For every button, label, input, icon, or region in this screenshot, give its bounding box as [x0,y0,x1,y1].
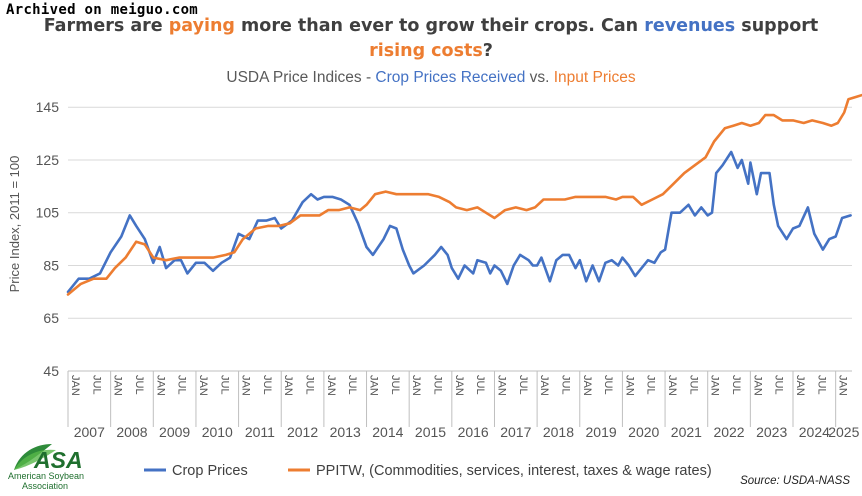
logo-text: ASA [33,447,83,473]
subtitle-part-1: Crop Prices Received [375,69,525,86]
x-month-label: JAN [453,375,465,396]
x-month-label: JAN [197,375,209,396]
x-month-label: JAN [709,375,721,396]
x-axis: JAN JUL 2007 JAN JUL 2008 JAN JUL 2009 JAN JUL 2010… [67,370,860,440]
chart-title-line-1: Farmers are paying more than ever to gro… [44,16,819,36]
x-month-label: JUL [517,375,529,395]
x-year-label-2010: 2010 [202,424,233,440]
x-month-label: JAN [154,375,166,396]
series-lines [66,93,862,296]
x-year-label-2015: 2015 [415,424,446,440]
x-month-label: JAN [112,375,124,396]
y-tick-label-145: 145 [36,99,60,115]
y-tick-label-65: 65 [43,310,59,326]
x-year-label-2014: 2014 [372,424,403,440]
x-month-label: JUL [176,375,188,395]
chart-subtitle: USDA Price Indices - Crop Prices Receive… [226,69,635,86]
x-month-label: JAN [538,375,550,396]
y-axis-ticks: 45 65 85 105 125 145 [36,99,60,379]
title-part-2: more than ever to grow their crops. Can [235,16,644,36]
x-year-label-2011: 2011 [245,424,275,440]
title-part-0: Farmers are [44,16,169,36]
x-month-label: JUL [815,375,827,395]
x-month-label: JUL [474,375,486,395]
x-month-label: JAN [282,375,294,396]
x-month-label: JUL [90,375,102,395]
x-month-label: JUL [218,375,230,395]
x-year-label-2024: 2024 [799,424,830,440]
asa-logo: ASA American Soybean Association [8,444,84,491]
title2-part-1: ? [483,41,493,61]
x-year-label-2022: 2022 [713,424,744,440]
gridlines [68,106,852,372]
source-note: Source: USDA-NASS [740,475,850,487]
series-line-crop-prices [66,150,852,294]
title-part-1: paying [169,16,235,36]
x-year-label-2016: 2016 [458,424,489,440]
soybean-leaves-icon [14,444,56,470]
x-month-label: JUL [687,375,699,395]
title-part-4: support [735,16,818,36]
x-month-label: JUL [559,375,571,395]
x-year-label-2008: 2008 [116,424,147,440]
legend-label-crop: Crop Prices [172,463,248,479]
x-month-label: JAN [495,375,507,396]
x-month-label: JAN [794,375,806,396]
x-year-label-2013: 2013 [330,424,361,440]
y-tick-label-45: 45 [43,363,59,379]
y-tick-label-125: 125 [36,152,60,168]
x-month-label: JUL [346,375,358,395]
y-axis-title: Price Index, 2011 = 100 [7,156,22,293]
title2-part-0: rising costs [369,41,483,61]
chart-title-line-2: rising costs? [369,41,493,61]
y-tick-label-105: 105 [36,205,60,221]
x-month-label: JUL [730,375,742,395]
x-year-label-2017: 2017 [500,424,531,440]
subtitle-part-3: Input Prices [554,69,636,86]
x-year-label-2007: 2007 [74,424,105,440]
logo-subtext-2: Association [22,481,68,491]
x-month-label: JAN [325,375,337,396]
y-tick-label-85: 85 [43,257,59,273]
x-month-label: JUL [602,375,614,395]
x-month-label: JAN [751,375,763,396]
x-month-label: JAN [837,375,849,396]
subtitle-part-2: vs. [525,69,553,86]
logo-subtext-1: American Soybean [8,471,84,481]
x-year-label-2021: 2021 [671,424,702,440]
series-line-input-prices [66,93,862,296]
x-month-label: JAN [623,375,635,396]
x-month-label: JUL [389,375,401,395]
x-year-label-2018: 2018 [543,424,574,440]
legend-label-input: PPITW, (Commodities, services, interest,… [316,463,712,479]
x-year-label-2020: 2020 [628,424,659,440]
x-month-label: JUL [645,375,657,395]
x-year-label-2019: 2019 [586,424,617,440]
x-year-label-2025: 2025 [828,424,859,440]
x-year-label-2023: 2023 [756,424,787,440]
x-month-label: JUL [432,375,444,395]
x-month-label: JAN [368,375,380,396]
x-month-label: JAN [666,375,678,396]
x-month-label: JAN [581,375,593,396]
x-month-label: JAN [69,375,81,396]
watermark: Archived on meiguo.com [6,2,199,18]
legend: Crop Prices PPITW, (Commodities, service… [144,463,712,479]
x-year-label-2012: 2012 [287,424,318,440]
x-month-label: JUL [261,375,273,395]
x-month-label: JUL [304,375,316,395]
x-month-label: JAN [410,375,422,396]
x-month-label: JUL [133,375,145,395]
title-part-3: revenues [644,16,735,36]
subtitle-part-0: USDA Price Indices - [226,69,375,86]
x-year-label-2009: 2009 [159,424,190,440]
x-month-label: JAN [240,375,252,396]
x-month-label: JUL [773,375,785,395]
